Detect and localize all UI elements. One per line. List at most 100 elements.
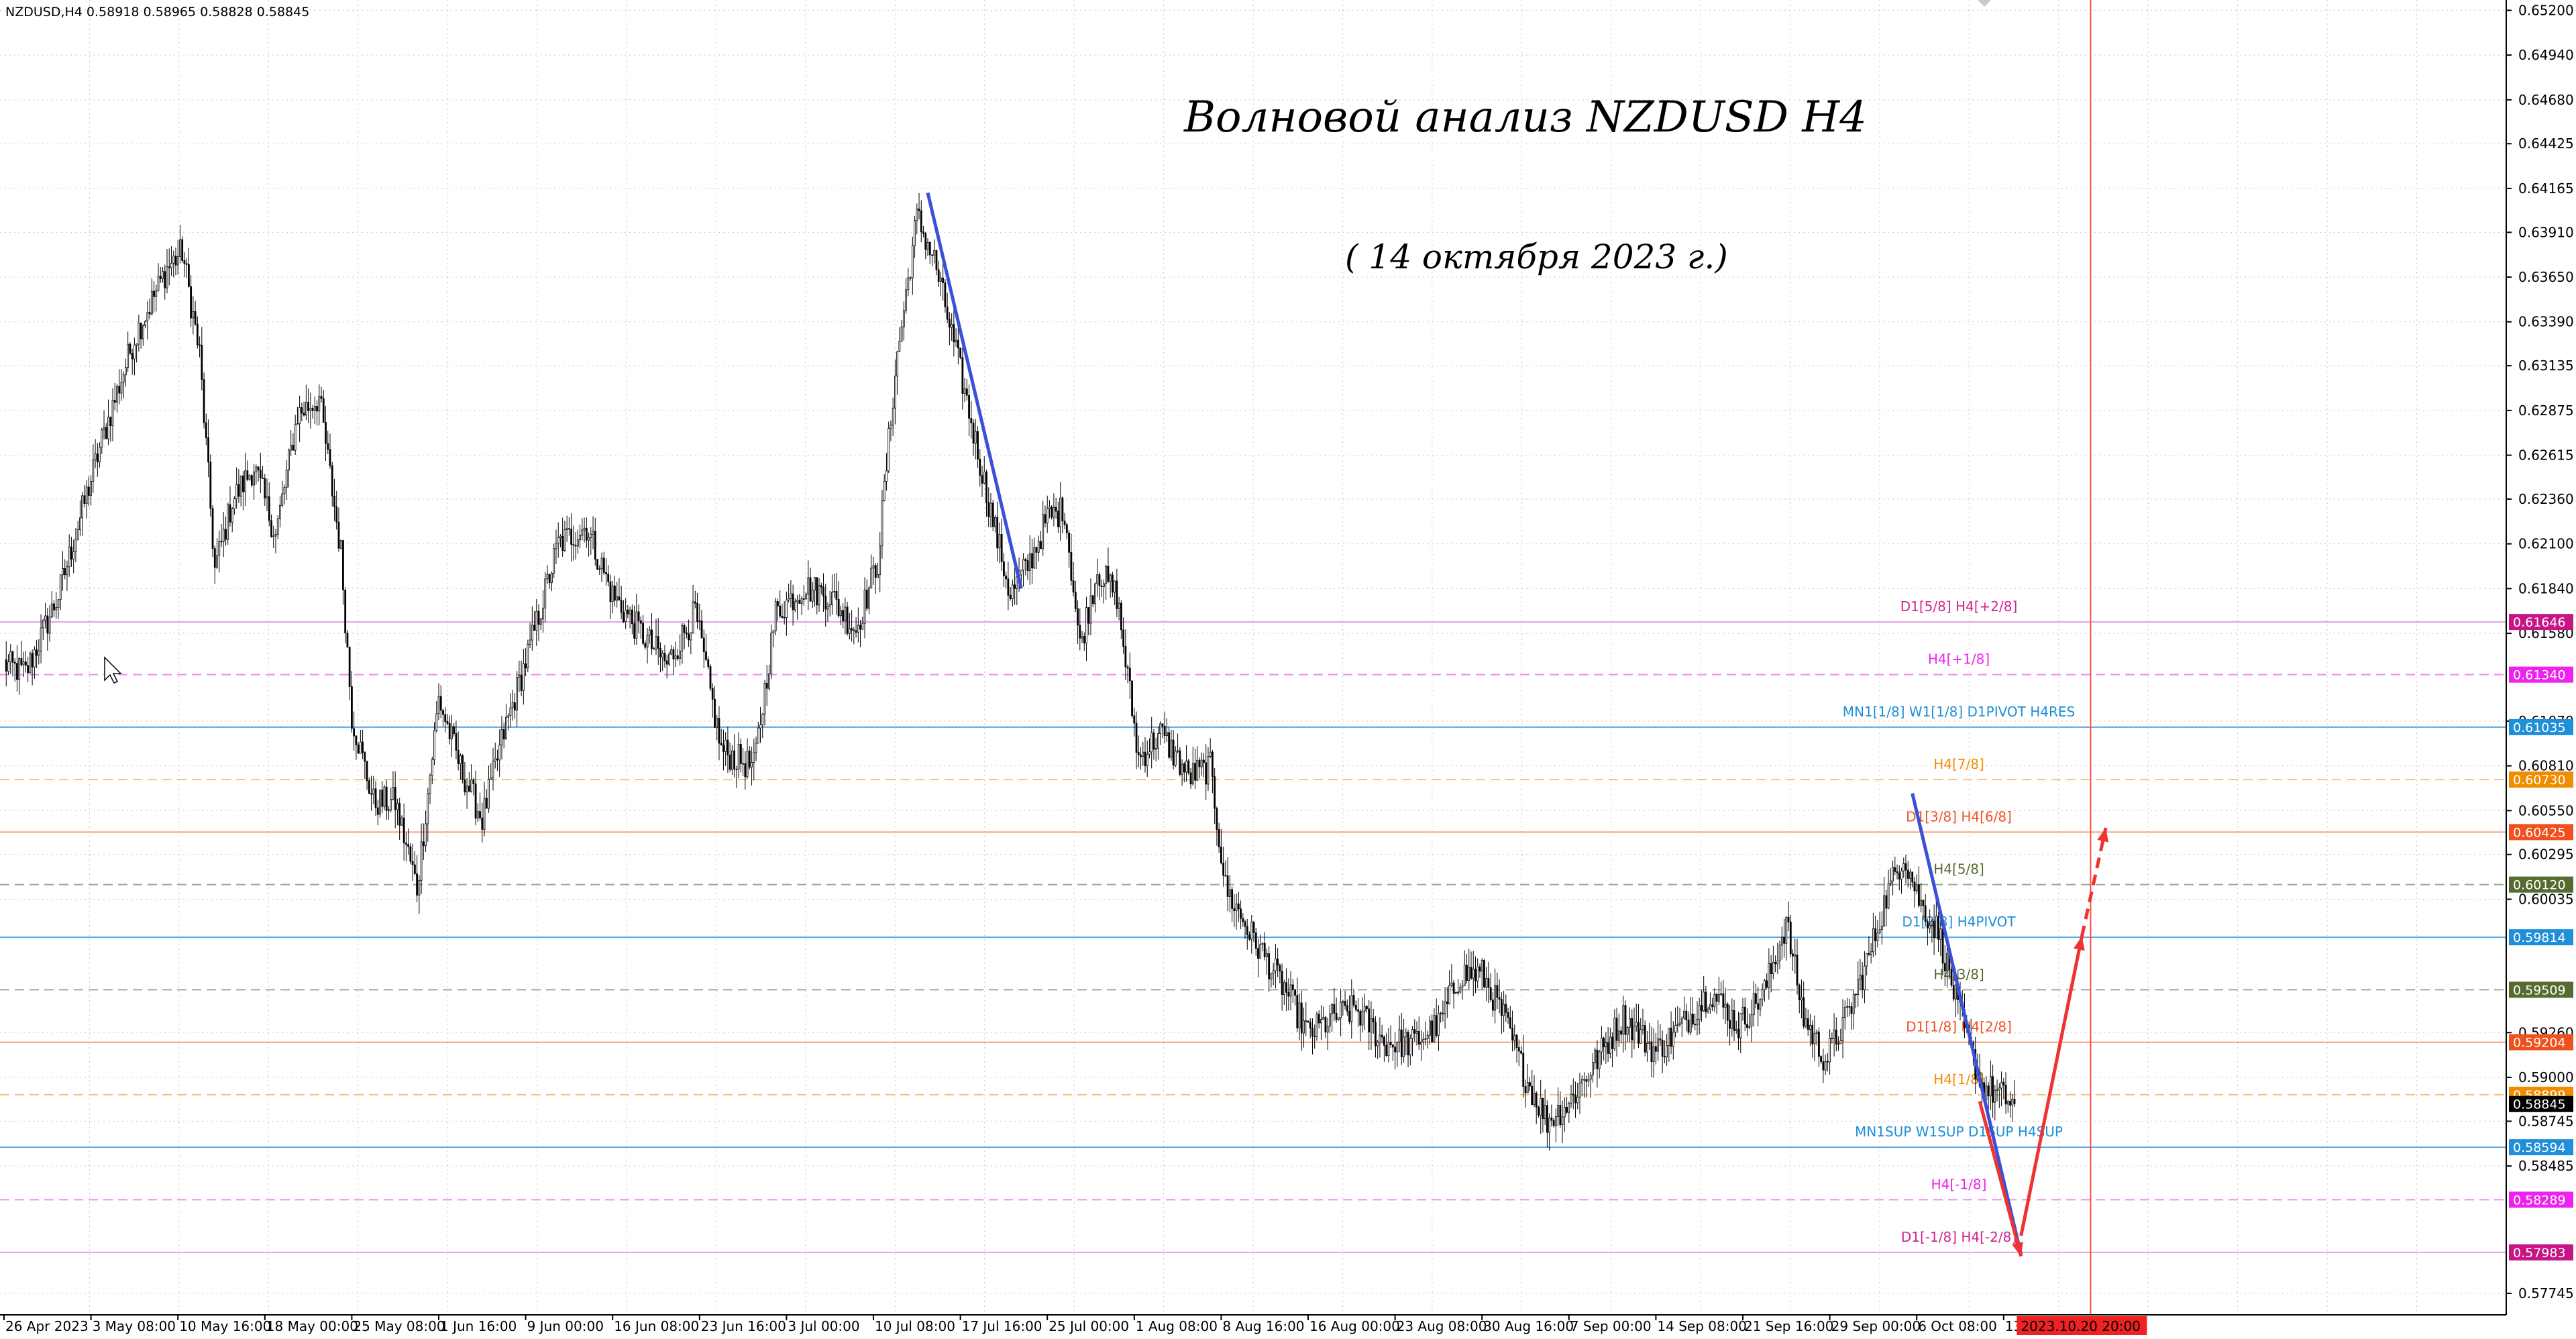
- time-tick-label: 16 Aug 00:00: [1309, 1318, 1400, 1334]
- candle-up: [176, 256, 179, 266]
- candle-up: [1652, 1046, 1655, 1062]
- candle-down: [525, 663, 527, 669]
- candle-up: [172, 256, 175, 264]
- candle-up: [1872, 928, 1874, 953]
- candle-down: [683, 625, 686, 633]
- candle-down: [196, 323, 199, 345]
- candle-up: [768, 674, 770, 689]
- candle-up: [1350, 995, 1353, 1022]
- price-axis: 0.65200 0.64940 0.64680 0.64425 0.64165 0.639…: [2506, 2, 2574, 1301]
- candle-down: [2013, 1098, 2016, 1105]
- candle-up: [1020, 570, 1022, 576]
- candle-down: [1611, 1036, 1614, 1049]
- candle-down: [1311, 1028, 1313, 1036]
- candle-down: [700, 621, 703, 639]
- candle-down: [1344, 1001, 1346, 1006]
- candle-down: [1822, 1061, 1825, 1071]
- candle-up: [724, 739, 727, 752]
- candle-down: [676, 655, 679, 659]
- candle-up: [1557, 1105, 1560, 1117]
- candle-up: [1209, 751, 1212, 757]
- time-tick-label: 21 Sep 16:00: [1744, 1318, 1834, 1334]
- candle-down: [846, 606, 849, 634]
- price-tag: [2509, 929, 2573, 946]
- candle-up: [544, 578, 547, 608]
- candle-up: [1270, 973, 1273, 979]
- candle-down: [981, 475, 983, 484]
- candle-up: [1707, 1008, 1709, 1013]
- candle-up: [1866, 953, 1868, 967]
- price-tick-label: 0.63650: [2518, 269, 2574, 285]
- candle-down: [607, 574, 610, 582]
- candle-down: [374, 788, 377, 808]
- candle-down: [1529, 1082, 1531, 1087]
- arrow-head: [2074, 936, 2085, 951]
- candle-down: [520, 675, 523, 691]
- price-tick-label: 0.64680: [2518, 92, 2574, 108]
- candle-up: [1676, 1024, 1679, 1026]
- candle-up: [1717, 994, 1720, 1002]
- scroll-marker-icon[interactable]: [1978, 0, 1991, 7]
- candle-down: [822, 586, 824, 596]
- candle-up: [583, 527, 586, 531]
- candle-down: [268, 496, 270, 521]
- candle-up: [1363, 1006, 1366, 1012]
- candle-up: [1801, 997, 1803, 1000]
- candle-down: [1517, 1047, 1520, 1052]
- candle-up: [313, 406, 316, 411]
- candle-up: [1554, 1116, 1557, 1126]
- candle-up: [1841, 1016, 1844, 1042]
- candle-down: [924, 233, 927, 250]
- candle-down: [1140, 754, 1142, 757]
- candle-up: [900, 326, 903, 341]
- candle-up: [1526, 1082, 1529, 1093]
- candle-up: [1598, 1051, 1601, 1069]
- candle-up: [772, 630, 775, 634]
- candle-down: [1783, 936, 1785, 944]
- candle-down: [1848, 1006, 1851, 1008]
- future-time-tag: [2017, 1316, 2147, 1335]
- candle-down: [1300, 1002, 1303, 1034]
- candle-up: [531, 625, 533, 641]
- candle-up: [66, 566, 68, 576]
- candle-up: [751, 762, 753, 767]
- candle-down: [1711, 1004, 1714, 1008]
- candle-down: [714, 698, 716, 728]
- candle-down: [1007, 578, 1010, 596]
- candle-up: [1876, 932, 1879, 941]
- candle-down: [1231, 889, 1234, 909]
- candle-up: [218, 541, 221, 556]
- candle-down: [1811, 1024, 1814, 1045]
- candle-down: [350, 686, 353, 729]
- candle-up: [179, 239, 181, 257]
- candle-up: [1118, 602, 1120, 609]
- candle-down: [1116, 580, 1118, 609]
- candle-up: [1778, 945, 1781, 961]
- candle-up: [74, 539, 77, 553]
- candle-down: [457, 749, 460, 764]
- forecast-arrow: [1978, 1101, 2023, 1257]
- candle-down: [1496, 985, 1499, 998]
- candle-down: [987, 502, 990, 517]
- candle-up: [276, 518, 279, 535]
- candle-down: [1868, 953, 1870, 955]
- candle-up: [505, 716, 507, 740]
- candle-up: [231, 508, 233, 523]
- candle-down: [409, 846, 412, 862]
- candle-up: [437, 696, 440, 714]
- candle-up: [692, 601, 694, 633]
- candle-up: [431, 759, 433, 776]
- candle-down: [1701, 1005, 1703, 1012]
- candle-down: [1051, 506, 1053, 518]
- candle-up: [753, 752, 755, 763]
- candle-down: [548, 574, 551, 584]
- candle-up: [1165, 732, 1168, 737]
- price-tag-label: 0.59509: [2513, 983, 2566, 998]
- candle-up: [379, 790, 381, 815]
- candle-down: [620, 600, 623, 613]
- candle-up: [227, 504, 229, 540]
- candle-down: [1491, 1000, 1494, 1011]
- candle-down: [605, 572, 607, 575]
